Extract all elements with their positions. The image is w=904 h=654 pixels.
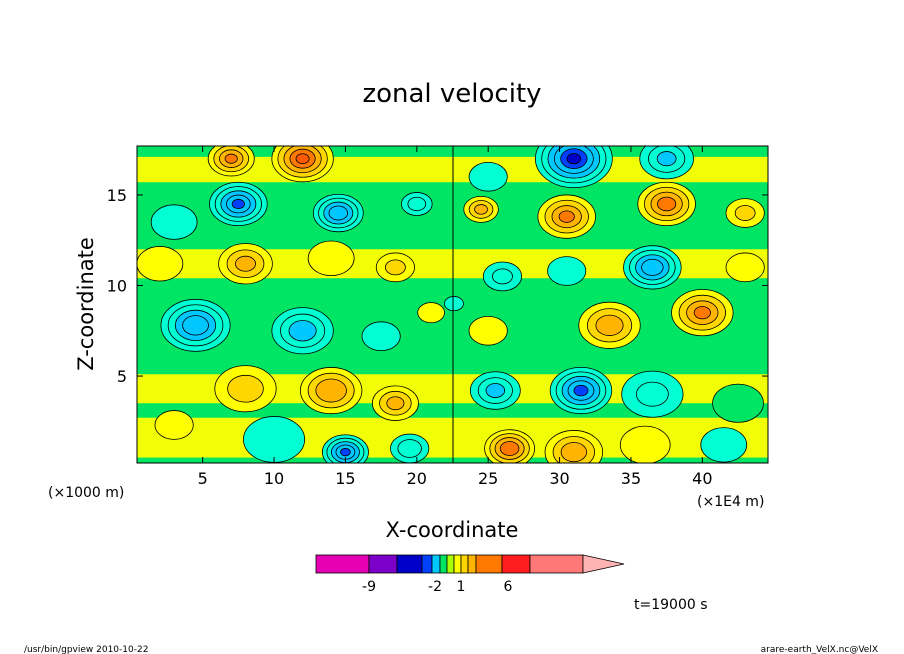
contour-blob-12-level-0: [361, 321, 401, 352]
colorbar-tick-1: 1: [457, 579, 466, 595]
x-tick-label-25: 25: [478, 469, 498, 488]
contour-blob-33-level-2: [595, 314, 624, 336]
colorbar-tick--2: -2: [428, 579, 442, 595]
colorbar-segment-10: [475, 554, 503, 574]
colorbar-segment-7: [453, 554, 462, 574]
contour-blob-10-level-3: [182, 315, 209, 336]
contour-blob-31-level-0: [725, 252, 765, 283]
contour-blob-13-level-0: [417, 302, 445, 324]
contour-blob-4-level-4: [295, 153, 310, 165]
contour-blob-6-level-0: [137, 246, 184, 282]
contour-blob-5-level-3: [224, 153, 238, 164]
contour-blob-23-level-0: [468, 162, 508, 192]
x-tick-label-20: 20: [407, 469, 427, 488]
contour-blob-41-level-0: [619, 425, 671, 463]
y-tick-label-15: 15: [107, 186, 127, 205]
contour-blob-43-level-0: [443, 296, 464, 312]
contour-blob-26-level-3: [657, 196, 677, 212]
contour-blob-37-level-1: [635, 381, 669, 407]
contour-blob-29-level-0: [547, 256, 587, 286]
contour-blob-3-level-1: [407, 196, 427, 212]
contour-blob-9-level-1: [384, 259, 406, 276]
contour-blob-24-level-2: [474, 204, 488, 215]
colorbar-segment-12: [529, 554, 584, 574]
contour-blob-7-level-2: [235, 255, 256, 272]
contour-blob-19-level-1: [397, 439, 422, 458]
contour-blob-36-level-4: [573, 384, 589, 397]
contour-blob-27-level-1: [734, 205, 756, 221]
contour-blob-35-level-2: [485, 383, 506, 398]
colorbar-segment-0: [315, 554, 370, 574]
x-unit-right: (×1E4 m): [697, 494, 764, 510]
colorbar: [315, 554, 625, 574]
x-axis-label: X-coordinate: [386, 518, 519, 542]
chart-title: zonal velocity: [362, 79, 541, 109]
colorbar-segment-6: [446, 554, 455, 574]
colorbar-segment-1: [368, 554, 398, 574]
contour-blob-0-level-0: [150, 204, 198, 240]
contour-blob-2-level-3: [328, 205, 349, 221]
contour-blob-20-level-0: [243, 416, 306, 463]
colorbar-segment-8: [460, 554, 469, 574]
colorbar-segment-5: [439, 554, 448, 574]
time-label: t=19000 s: [634, 597, 708, 613]
colorbar-tick--9: -9: [362, 579, 376, 595]
y-axis-label: Z-coordinate: [74, 237, 98, 371]
colorbar-tick-6: 6: [504, 579, 513, 595]
contour-blob-11-level-2: [288, 320, 317, 342]
contour-blob-34-level-3: [693, 306, 711, 320]
x-tick-label-15: 15: [335, 469, 355, 488]
contour-blob-15-level-2: [315, 378, 347, 403]
y-tick-label-5: 5: [117, 367, 127, 386]
footer-right: arare-earth_VelX.nc@VelX: [761, 645, 878, 654]
x-axis-ticks: 5 10 15 20 25 30 35 40: [198, 146, 713, 488]
contour-blob-25-level-3: [558, 210, 575, 223]
contour-blob-28-level-1: [492, 268, 513, 285]
colorbar-segment-4: [431, 554, 441, 574]
colorbar-tick-labels: -9 -2 1 6: [362, 579, 513, 595]
contour-blob-38-level-0: [712, 383, 764, 423]
y-tick-label-10: 10: [107, 276, 127, 295]
contour-blob-18-level-4: [340, 448, 351, 457]
x-tick-label-30: 30: [549, 469, 569, 488]
x-tick-label-10: 10: [264, 469, 284, 488]
colorbar-segment-9: [467, 554, 477, 574]
x-unit-left: (×1000 m): [48, 485, 124, 501]
contour-blob-32-level-0: [468, 315, 508, 346]
velocity-contours: [137, 146, 765, 463]
footer-left: /usr/bin/gpview 2010-10-22: [24, 645, 148, 654]
contour-blob-30-level-3: [641, 258, 664, 276]
contour-blob-14-level-1: [227, 374, 264, 403]
colorbar-segment-11: [501, 554, 531, 574]
y-axis-ticks: 5 10 15: [107, 186, 768, 386]
x-tick-label-40: 40: [692, 469, 712, 488]
x-tick-label-5: 5: [198, 469, 208, 488]
colorbar-extend-arrow: [582, 554, 625, 574]
contour-blob-17-level-0: [154, 410, 194, 440]
colorbar-segment-3: [421, 554, 433, 574]
x-tick-label-35: 35: [621, 469, 641, 488]
plot-area: [137, 146, 768, 463]
contour-blob-1-level-4: [231, 198, 245, 210]
contour-blob-21-level-5: [566, 153, 582, 165]
contour-blob-39-level-3: [499, 441, 520, 456]
contour-blob-8-level-0: [307, 240, 355, 277]
contour-blob-22-level-2: [656, 151, 677, 167]
plot-frame: [136, 145, 769, 464]
contour-blob-16-level-2: [386, 396, 405, 411]
contour-blob-40-level-2: [560, 442, 588, 463]
contour-blob-42-level-0: [700, 427, 748, 463]
colorbar-segment-2: [396, 554, 423, 574]
